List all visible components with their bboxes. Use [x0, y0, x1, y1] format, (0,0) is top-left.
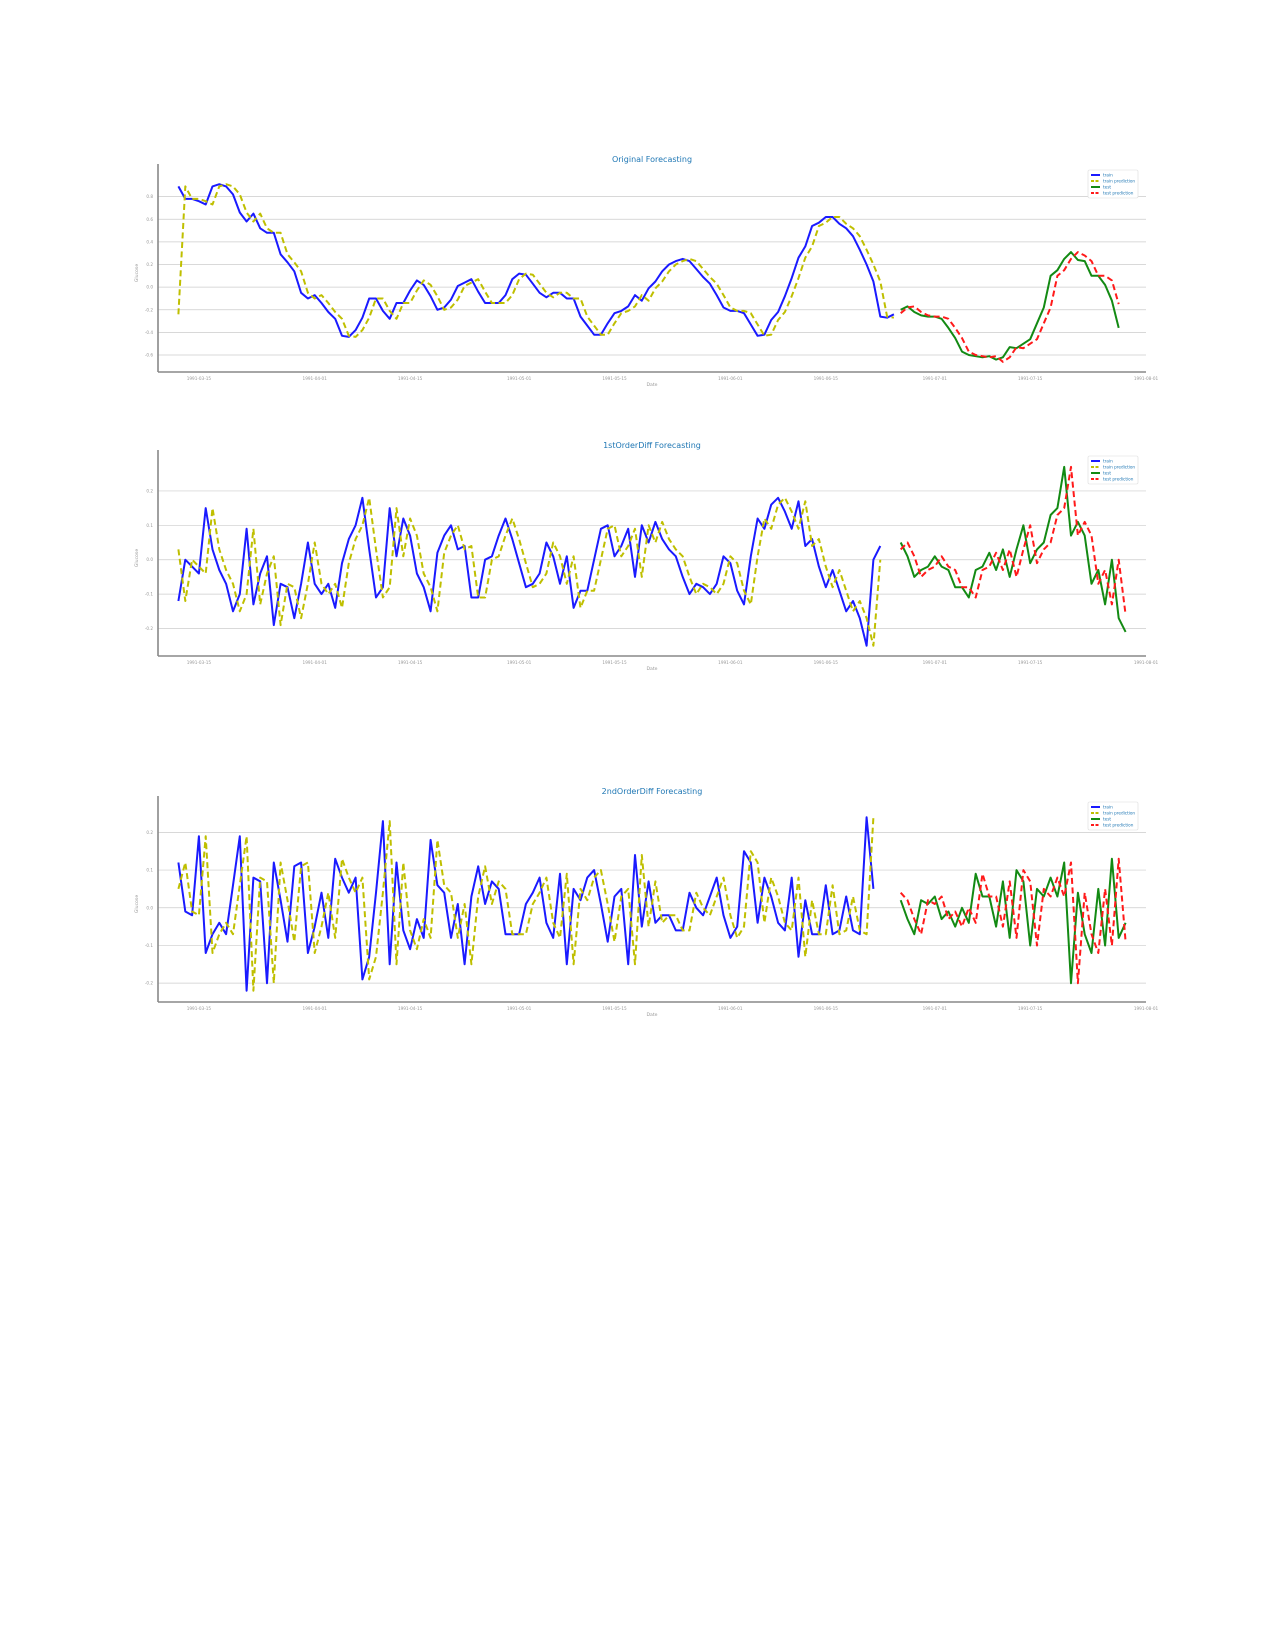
legend-label: train prediction	[1103, 465, 1135, 470]
legend-label: train	[1103, 805, 1113, 810]
legend-label: test prediction	[1103, 477, 1134, 482]
y-tick-label: 0.6	[146, 217, 153, 222]
series-line-test	[899, 857, 1127, 985]
y-axis-label: Glucose	[134, 264, 140, 282]
y-tick-label: 0.0	[146, 905, 153, 910]
x-tick-label: 1991-03-15	[187, 376, 212, 381]
legend-label: test prediction	[1103, 191, 1134, 196]
y-tick-label: -0.1	[145, 592, 154, 597]
y-tick-label: -0.1	[145, 943, 154, 948]
chart-2nd-order-diff-forecasting: 2ndOrderDiff Forecasting -0.2 -0.1 0.0 0.1 0.…	[0, 772, 1275, 1032]
y-tick-label: 0.8	[146, 194, 153, 199]
series-line-test-prediction	[899, 857, 1127, 985]
x-tick-label: 1991-05-15	[602, 1006, 627, 1011]
y-tick-label: 0.1	[146, 868, 153, 873]
chart-title: 2ndOrderDiff Forecasting	[602, 787, 703, 796]
series-line-test	[900, 251, 1120, 361]
legend-label: test	[1103, 471, 1111, 476]
x-tick-label: 1991-06-15	[814, 376, 839, 381]
y-tick-label: -0.2	[145, 981, 154, 986]
x-tick-label: 1991-06-01	[718, 1006, 743, 1011]
y-tick-label: 0.2	[146, 262, 153, 267]
x-tick-label: 1991-05-15	[602, 376, 627, 381]
legend-box	[1087, 169, 1139, 199]
y-tick-label: -0.6	[145, 353, 154, 358]
x-tick-label: 1991-06-01	[718, 376, 743, 381]
x-tick-label: 1991-08-01	[1134, 376, 1159, 381]
x-tick-label: 1991-05-15	[602, 660, 627, 665]
x-tick-label: 1991-04-15	[398, 660, 423, 665]
y-axis-label: Glucose	[134, 895, 140, 913]
y-tick-label: -0.4	[145, 330, 154, 335]
x-tick-label: 1991-07-15	[1018, 1006, 1043, 1011]
x-tick-label: 1991-08-01	[1134, 660, 1159, 665]
x-tick-label: 1991-07-15	[1018, 660, 1043, 665]
y-tick-label: 0.4	[146, 239, 153, 244]
x-axis-label: Date	[647, 666, 658, 672]
chart-original-forecasting: Original Forecasting -0.6 -0.4 -0.2 0.0 0.2 0.…	[0, 140, 1275, 400]
legend-box	[1087, 801, 1139, 831]
chart-2nd-order-diff-svg: 2ndOrderDiff Forecasting -0.2 -0.1 0.0 0.1 0.…	[134, 787, 1159, 1018]
chart-title: Original Forecasting	[612, 155, 692, 164]
x-tick-label: 1991-05-01	[507, 376, 532, 381]
x-tick-label: 1991-07-01	[923, 660, 948, 665]
legend-label: train prediction	[1103, 179, 1135, 184]
series-line-test	[899, 465, 1127, 633]
y-tick-label: 0.2	[146, 488, 153, 493]
x-tick-label: 1991-04-01	[303, 376, 328, 381]
x-tick-label: 1991-05-01	[507, 1006, 532, 1011]
x-tick-label: 1991-06-01	[718, 660, 743, 665]
x-tick-label: 1991-06-15	[814, 1006, 839, 1011]
x-tick-label: 1991-04-15	[398, 376, 423, 381]
legend-label: train prediction	[1103, 811, 1135, 816]
y-tick-label: 0.1	[146, 523, 153, 528]
x-tick-label: 1991-04-01	[303, 660, 328, 665]
y-axis-label: Glucose	[134, 549, 140, 567]
y-tick-label: 0.0	[146, 285, 153, 290]
legend-box	[1087, 455, 1139, 485]
x-tick-label: 1991-06-15	[814, 660, 839, 665]
y-tick-label: 0.2	[146, 830, 153, 835]
series-line-train	[177, 183, 895, 338]
y-tick-label: -0.2	[145, 626, 154, 631]
x-tick-label: 1991-04-01	[303, 1006, 328, 1011]
legend-label: train	[1103, 173, 1113, 178]
x-tick-label: 1991-03-15	[187, 660, 212, 665]
series-line-train-prediction	[177, 817, 875, 992]
chart-1st-order-diff-svg: 1stOrderDiff Forecasting -0.2 -0.1 0.0 0.1 0.…	[134, 441, 1159, 672]
x-axis-label: Date	[647, 1012, 658, 1018]
chart-title: 1stOrderDiff Forecasting	[603, 441, 701, 450]
x-tick-label: 1991-05-01	[507, 660, 532, 665]
x-tick-label: 1991-04-15	[398, 1006, 423, 1011]
series-line-train-prediction	[177, 183, 895, 338]
x-axis-label: Date	[647, 382, 658, 388]
series-line-test-prediction	[899, 465, 1127, 615]
legend-label: test prediction	[1103, 823, 1134, 828]
x-tick-label: 1991-07-01	[923, 1006, 948, 1011]
x-tick-label: 1991-03-15	[187, 1006, 212, 1011]
chart-original-svg: Original Forecasting -0.6 -0.4 -0.2 0.0 0.2 0.…	[134, 155, 1159, 388]
legend-label: test	[1103, 817, 1111, 822]
y-tick-label: -0.2	[145, 307, 154, 312]
x-tick-label: 1991-07-15	[1018, 376, 1043, 381]
series-line-train	[177, 816, 875, 992]
x-tick-label: 1991-08-01	[1134, 1006, 1159, 1011]
series-line-train-prediction	[177, 496, 882, 647]
legend-label: train	[1103, 459, 1113, 464]
y-tick-label: 0.0	[146, 557, 153, 562]
legend-label: test	[1103, 185, 1111, 190]
x-tick-label: 1991-07-01	[923, 376, 948, 381]
series-line-test-prediction	[900, 251, 1120, 363]
chart-1st-order-diff-forecasting: 1stOrderDiff Forecasting -0.2 -0.1 0.0 0.1 0.…	[0, 426, 1275, 686]
